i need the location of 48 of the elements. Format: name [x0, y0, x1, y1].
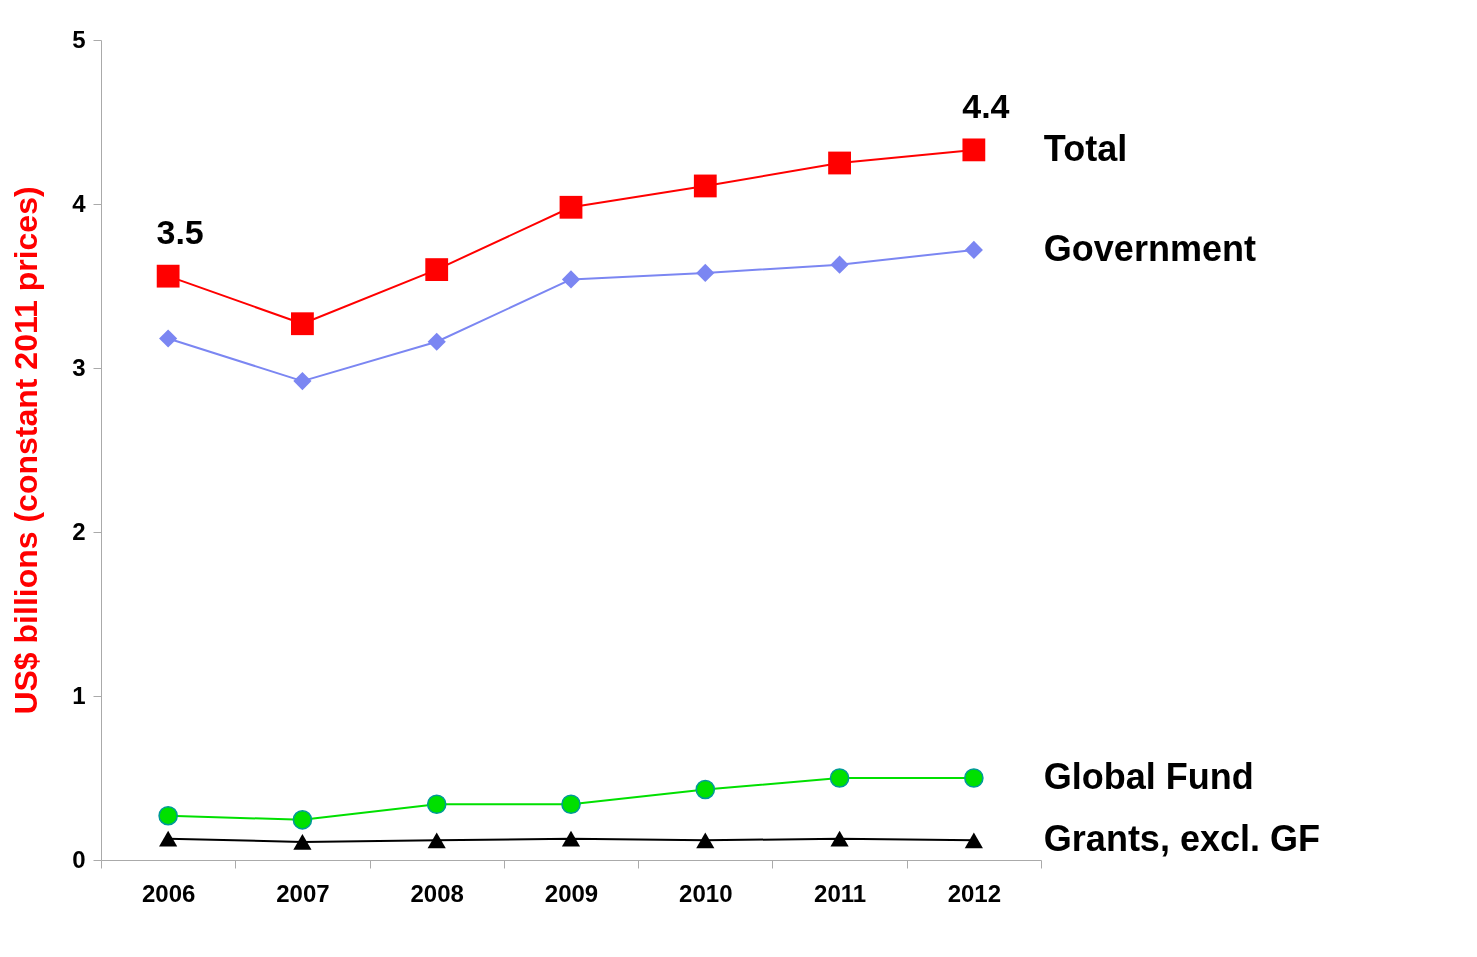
point [158, 805, 178, 826]
point [561, 830, 581, 847]
y-tick-label: 0 [72, 845, 86, 873]
point [830, 830, 849, 847]
annotation: 3.5 [156, 213, 204, 252]
annotation: 4.4 [962, 86, 1010, 125]
point [293, 372, 312, 391]
point [696, 832, 715, 849]
point [561, 794, 581, 815]
x-tick-label: 2008 [410, 879, 464, 907]
series-label: Global Fund [1043, 756, 1254, 797]
point [561, 270, 581, 289]
point [829, 768, 850, 788]
point [427, 832, 446, 849]
x-tick-label: 2012 [947, 879, 1002, 907]
point [828, 151, 851, 175]
y-axis-title: US$ billions (constant 2011 prices) [8, 186, 45, 715]
series-label: Government [1043, 227, 1256, 269]
series-label: Total [1043, 127, 1128, 169]
x-tick-label: 2009 [544, 879, 599, 907]
point [425, 258, 449, 281]
point [964, 832, 983, 849]
y-tick-label: 2 [72, 517, 86, 545]
x-tick-label: 2006 [141, 879, 196, 907]
point [964, 240, 983, 259]
x-tick-label: 2007 [276, 879, 330, 907]
y-tick-label: 5 [72, 25, 86, 53]
point [962, 138, 986, 162]
point [964, 768, 984, 788]
series-label: Grants, excl. GF [1043, 818, 1320, 860]
point [830, 255, 849, 274]
y-tick-label: 1 [72, 681, 86, 709]
y-tick-label: 4 [72, 189, 87, 217]
point [427, 332, 446, 351]
point [426, 794, 447, 815]
point [559, 195, 583, 219]
point [693, 174, 717, 198]
point [695, 779, 716, 800]
point [159, 329, 178, 348]
point [159, 830, 178, 847]
x-tick-label: 2011 [814, 879, 867, 907]
point [696, 263, 715, 282]
point [293, 834, 312, 850]
point [156, 264, 180, 288]
y-tick-label: 3 [72, 353, 86, 381]
point [291, 312, 314, 336]
x-tick-label: 2010 [679, 879, 733, 907]
point [292, 810, 313, 830]
